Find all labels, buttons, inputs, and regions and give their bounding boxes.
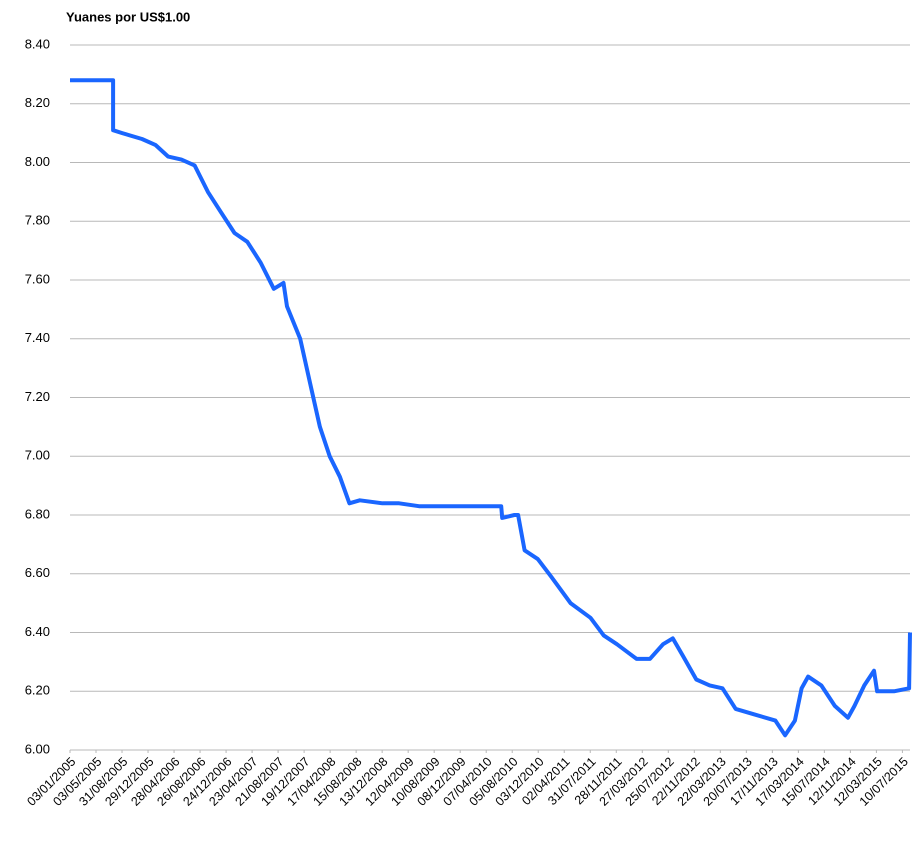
chart-title: Yuanes por US$1.00	[66, 9, 190, 24]
y-tick-label: 8.20	[25, 95, 50, 110]
y-tick-label: 7.80	[25, 213, 50, 228]
y-tick-label: 7.60	[25, 271, 50, 286]
y-tick-label: 6.20	[25, 683, 50, 698]
y-tick-label: 7.20	[25, 389, 50, 404]
y-tick-label: 6.80	[25, 506, 50, 521]
y-tick-label: 6.40	[25, 624, 50, 639]
y-tick-label: 6.00	[25, 741, 50, 756]
y-tick-label: 6.60	[25, 565, 50, 580]
y-tick-label: 7.00	[25, 448, 50, 463]
y-tick-label: 7.40	[25, 330, 50, 345]
line	[70, 78, 912, 738]
y-tick-label: 8.40	[25, 36, 50, 51]
y-tick-label: 8.00	[25, 154, 50, 169]
